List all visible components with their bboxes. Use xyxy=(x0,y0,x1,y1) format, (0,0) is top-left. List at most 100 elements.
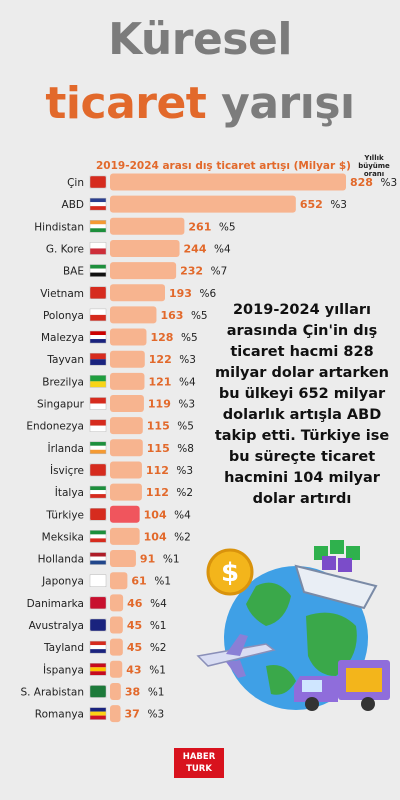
bar xyxy=(110,527,140,545)
growth-label: %8 xyxy=(177,443,194,455)
category-label: Hindistan xyxy=(34,221,84,233)
flag-icon xyxy=(89,441,107,455)
logo-line-2: TURK xyxy=(186,764,212,774)
value-label: 112 xyxy=(146,464,169,477)
svg-text:$: $ xyxy=(221,558,239,588)
category-label: Japonya xyxy=(41,576,84,588)
flag-icon xyxy=(89,397,107,410)
value-label: 119 xyxy=(148,398,171,411)
category-label: ABD xyxy=(62,199,84,211)
flag-icon xyxy=(89,640,107,654)
bar xyxy=(110,417,143,435)
chart-title: 2019-2024 arası dış ticaret artışı (Mily… xyxy=(96,160,351,172)
growth-label: %1 xyxy=(163,554,180,566)
growth-label: %7 xyxy=(211,266,228,278)
airplane-icon xyxy=(196,634,276,678)
category-label: Vietnam xyxy=(40,288,84,300)
value-label: 45 xyxy=(127,641,142,654)
flag-icon xyxy=(89,596,107,610)
bar xyxy=(110,682,121,700)
flag-icon xyxy=(89,419,107,432)
value-label: 61 xyxy=(131,575,146,588)
bar xyxy=(110,550,136,568)
category-label: İspanya xyxy=(43,663,84,676)
growth-label: %2 xyxy=(176,487,193,499)
category-label: Tayland xyxy=(43,642,84,654)
flag-icon xyxy=(89,463,107,477)
flag-icon xyxy=(89,685,107,698)
bar xyxy=(110,372,145,390)
flag-icon xyxy=(89,352,107,366)
value-label: 91 xyxy=(140,553,155,566)
value-label: 193 xyxy=(169,287,192,300)
bar xyxy=(110,217,185,235)
category-label: BAE xyxy=(63,266,84,278)
bar xyxy=(110,572,128,590)
value-label: 652 xyxy=(300,198,323,211)
category-label: İsviçre xyxy=(50,464,84,477)
growth-label: %4 xyxy=(174,509,191,521)
flag-icon xyxy=(89,485,107,499)
value-label: 115 xyxy=(147,442,170,455)
category-label: Türkiye xyxy=(45,509,84,521)
bar xyxy=(110,284,166,302)
category-label: Malezya xyxy=(41,332,84,344)
bar xyxy=(110,705,121,723)
bar xyxy=(110,262,177,280)
bar xyxy=(110,594,124,612)
growth-label: %5 xyxy=(181,332,198,344)
haberturk-logo: HABER TURK xyxy=(174,748,224,778)
growth-label: %3 xyxy=(148,709,165,721)
category-label: Danimarka xyxy=(27,598,84,610)
growth-label: %3 xyxy=(179,354,196,366)
growth-label: %5 xyxy=(219,221,236,233)
growth-label: %3 xyxy=(330,199,347,211)
value-label: 163 xyxy=(160,309,183,322)
flag-icon xyxy=(89,308,107,322)
title-word-gray: yarışı xyxy=(221,78,355,129)
value-label: 43 xyxy=(126,663,141,676)
growth-label: %1 xyxy=(150,620,167,632)
bar xyxy=(110,483,142,501)
value-label: 115 xyxy=(147,420,170,433)
bar xyxy=(110,439,143,457)
bar xyxy=(110,306,157,324)
category-label: Hollanda xyxy=(38,554,84,566)
value-label: 104 xyxy=(144,530,167,543)
flag-icon xyxy=(89,508,107,521)
category-label: Tayvan xyxy=(46,354,84,366)
value-label: 38 xyxy=(125,685,140,698)
bar xyxy=(110,505,140,523)
value-label: 828 xyxy=(350,176,373,189)
flag-icon xyxy=(89,175,107,189)
bar xyxy=(110,350,145,368)
truck-icon xyxy=(294,660,390,711)
growth-label: %5 xyxy=(177,421,194,433)
flag-icon xyxy=(89,375,107,388)
growth-header: Yıllık büyüme oranı xyxy=(358,154,390,178)
growth-label: %1 xyxy=(149,664,166,676)
title-line-2: ticaret yarışı xyxy=(0,78,400,129)
category-label: Singapur xyxy=(37,399,85,411)
bar xyxy=(110,173,346,191)
growth-label: %4 xyxy=(179,376,196,388)
bar xyxy=(110,461,142,479)
flag-icon xyxy=(89,707,107,720)
flag-icon xyxy=(89,197,107,211)
flag-icon xyxy=(89,264,107,277)
dollar-coin-icon: $ xyxy=(206,548,254,596)
bar xyxy=(110,195,296,213)
value-label: 128 xyxy=(150,331,173,344)
bar xyxy=(110,638,123,656)
bar xyxy=(110,660,123,678)
bar xyxy=(110,239,180,257)
growth-label: %4 xyxy=(214,243,231,255)
description-text: 2019-2024 yılları arasında Çin'in dış ti… xyxy=(214,302,390,507)
category-label: Brezilya xyxy=(42,376,84,388)
flag-icon xyxy=(89,574,107,587)
bar xyxy=(110,616,123,634)
value-label: 46 xyxy=(127,597,143,610)
growth-label: %1 xyxy=(148,686,165,698)
flag-icon xyxy=(89,242,107,255)
growth-label: %6 xyxy=(200,288,217,300)
